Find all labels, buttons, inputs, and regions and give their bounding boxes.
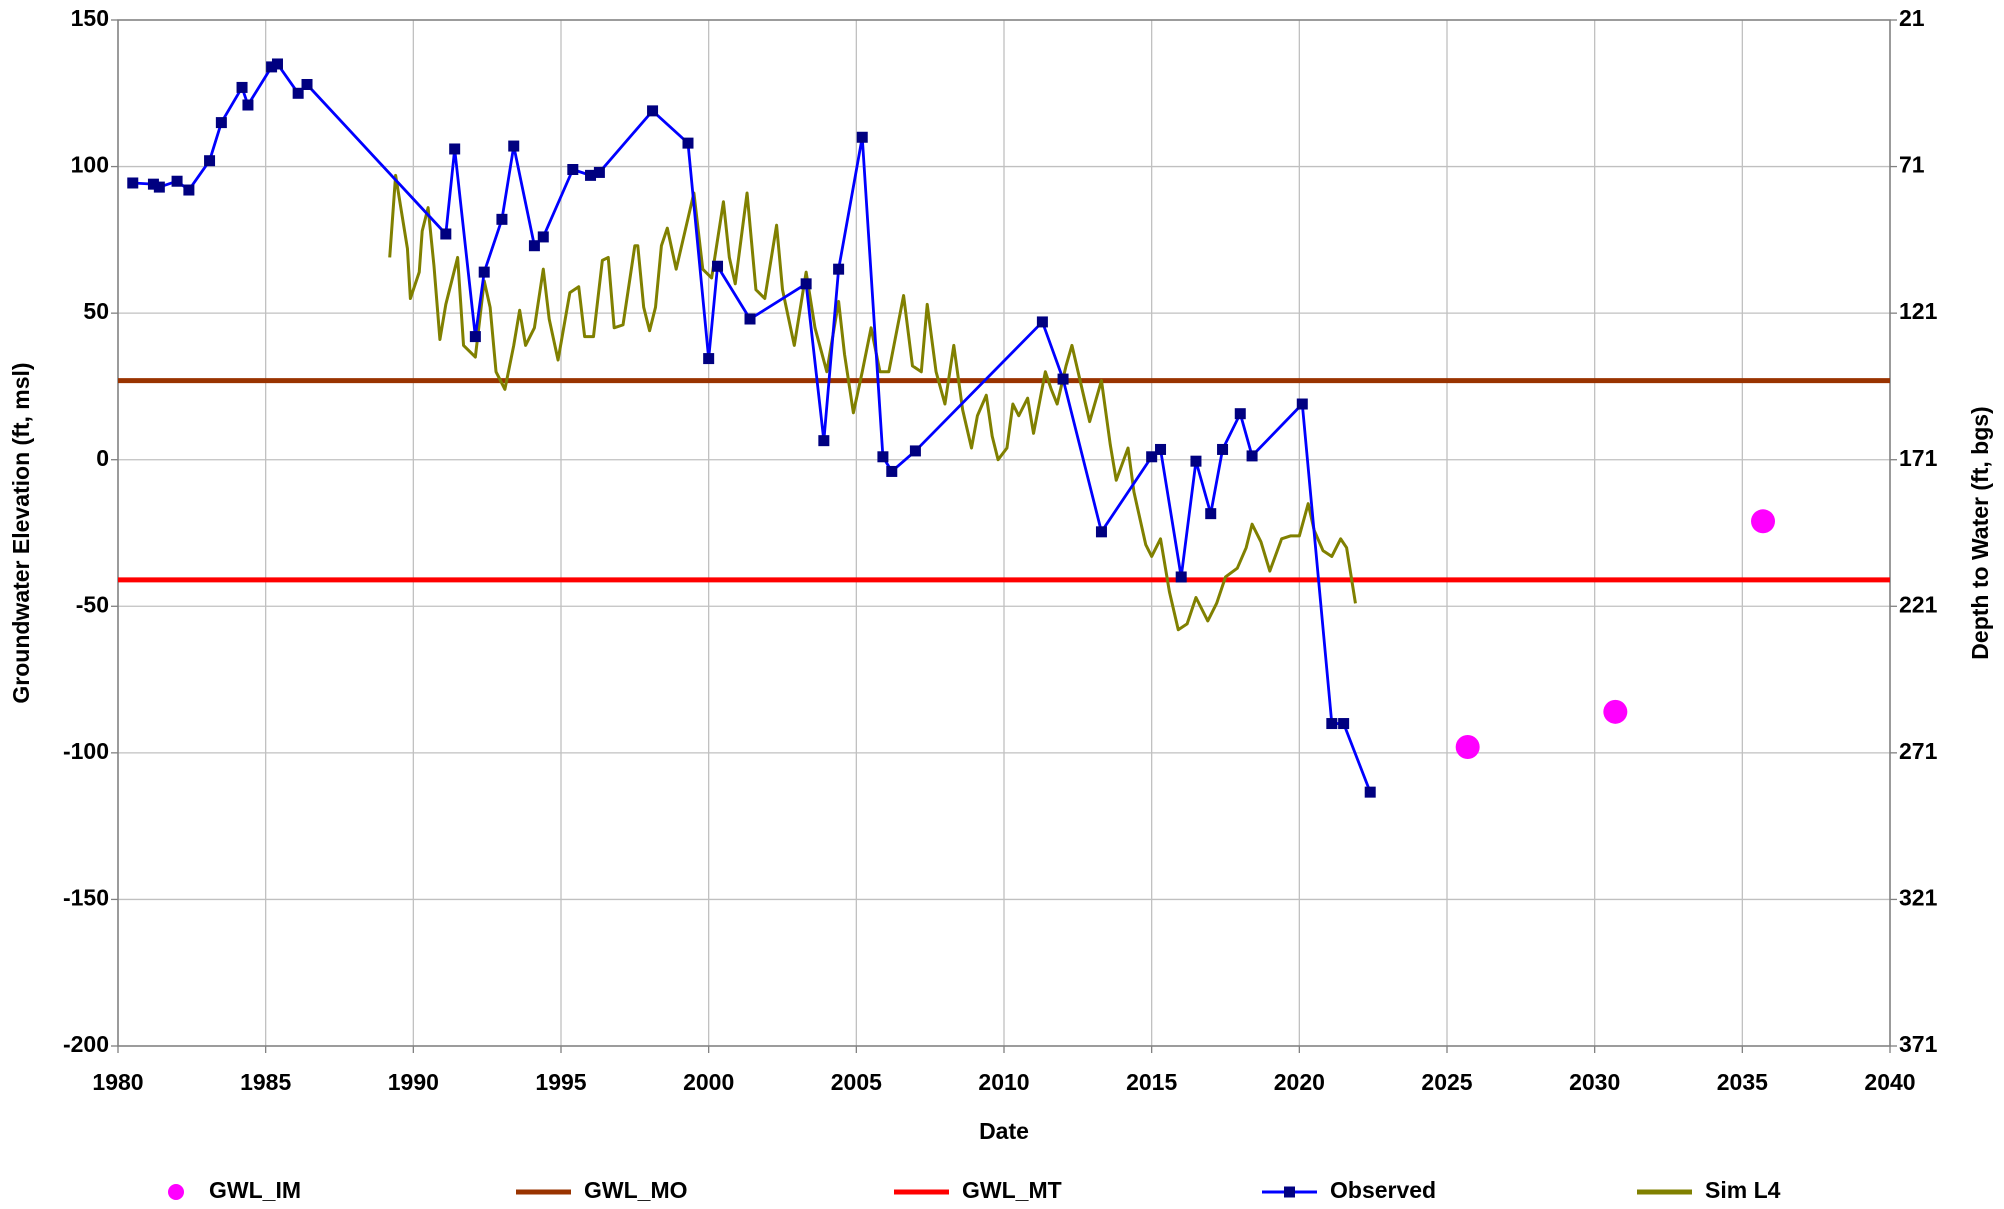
x-tick-label: 2000 bbox=[683, 1069, 734, 1095]
y2-tick-label: 221 bbox=[1899, 591, 1938, 617]
series-marker bbox=[1036, 316, 1048, 328]
y2-tick-label: 121 bbox=[1899, 298, 1938, 324]
series-marker bbox=[886, 465, 898, 477]
series-marker bbox=[1296, 398, 1308, 410]
series-marker bbox=[1217, 443, 1229, 455]
y2-axis-title: Depth to Water (ft, bgs) bbox=[1967, 406, 1993, 659]
y2-tick-label: 321 bbox=[1899, 885, 1938, 911]
series-marker bbox=[1155, 443, 1167, 455]
series-marker bbox=[496, 213, 508, 225]
legend-symbol bbox=[168, 1184, 184, 1200]
x-tick-label: 2015 bbox=[1126, 1069, 1177, 1095]
series-marker bbox=[744, 313, 756, 325]
series-marker bbox=[703, 353, 715, 365]
x-tick-label: 2020 bbox=[1274, 1069, 1325, 1095]
series-marker bbox=[1175, 571, 1187, 583]
series-marker bbox=[183, 184, 195, 196]
series-marker bbox=[292, 87, 304, 99]
series-marker bbox=[1095, 526, 1107, 538]
y-tick-label: -100 bbox=[63, 738, 109, 764]
y-tick-label: -150 bbox=[63, 885, 109, 911]
series-marker bbox=[236, 81, 248, 93]
series-marker bbox=[478, 266, 490, 278]
y-tick-label: -200 bbox=[63, 1031, 109, 1057]
legend-label: GWL_MO bbox=[584, 1177, 688, 1203]
series-marker bbox=[909, 445, 921, 457]
y-tick-label: 100 bbox=[71, 152, 109, 178]
series-marker bbox=[440, 228, 452, 240]
x-tick-label: 2010 bbox=[978, 1069, 1029, 1095]
scatter-point bbox=[1603, 699, 1628, 724]
x-tick-label: 2025 bbox=[1421, 1069, 1472, 1095]
x-tick-label: 1995 bbox=[535, 1069, 586, 1095]
series-marker bbox=[856, 131, 868, 143]
y-axis-title: Groundwater Elevation (ft, msl) bbox=[8, 362, 34, 703]
y2-tick-label: 21 bbox=[1899, 5, 1925, 31]
series-marker bbox=[1146, 451, 1158, 463]
series-marker bbox=[1326, 718, 1338, 730]
x-tick-label: 2035 bbox=[1717, 1069, 1768, 1095]
series-marker bbox=[1190, 455, 1202, 467]
x-tick-label: 2005 bbox=[831, 1069, 882, 1095]
series-marker bbox=[1246, 450, 1258, 462]
x-tick-label: 1985 bbox=[240, 1069, 291, 1095]
legend-label: GWL_MT bbox=[962, 1177, 1062, 1203]
series-marker bbox=[1057, 373, 1069, 385]
series-marker bbox=[204, 155, 216, 167]
series-marker bbox=[266, 61, 278, 73]
series-marker bbox=[449, 143, 461, 155]
series-marker bbox=[508, 140, 520, 152]
legend-label: Observed bbox=[1330, 1177, 1436, 1203]
series-line bbox=[388, 173, 1357, 632]
y2-tick-label: 271 bbox=[1899, 738, 1938, 764]
series-marker bbox=[1205, 508, 1217, 520]
series-marker bbox=[537, 231, 549, 243]
series-marker bbox=[301, 78, 313, 90]
series-marker bbox=[1364, 786, 1376, 798]
series-marker bbox=[800, 278, 812, 290]
series-marker bbox=[682, 137, 694, 149]
x-axis-title: Date bbox=[979, 1118, 1029, 1144]
series-marker bbox=[593, 166, 605, 178]
series-marker bbox=[1338, 718, 1350, 730]
series-marker bbox=[528, 240, 540, 252]
legend-marker bbox=[1284, 1186, 1295, 1198]
series-marker bbox=[469, 331, 481, 343]
series-marker bbox=[127, 177, 139, 189]
y-tick-label: -50 bbox=[76, 591, 109, 617]
series-line bbox=[132, 62, 1372, 793]
x-tick-label: 2030 bbox=[1569, 1069, 1620, 1095]
legend-label: GWL_IM bbox=[209, 1177, 301, 1203]
series-marker bbox=[833, 263, 845, 275]
series-marker bbox=[271, 58, 283, 70]
series-marker bbox=[647, 105, 659, 117]
x-tick-label: 1990 bbox=[388, 1069, 439, 1095]
x-tick-label: 2040 bbox=[1864, 1069, 1915, 1095]
y2-tick-label: 171 bbox=[1899, 445, 1938, 471]
series-marker bbox=[877, 451, 889, 463]
legend-label: Sim L4 bbox=[1705, 1177, 1781, 1203]
y-tick-label: 50 bbox=[83, 298, 109, 324]
scatter-point bbox=[1455, 734, 1480, 759]
plot-frame bbox=[117, 19, 1891, 1047]
series-marker bbox=[242, 99, 254, 111]
series-marker bbox=[818, 435, 830, 447]
series-marker bbox=[171, 175, 183, 187]
series-marker bbox=[712, 260, 724, 272]
series-marker bbox=[153, 181, 165, 193]
x-tick-label: 1980 bbox=[92, 1069, 143, 1095]
series-marker bbox=[585, 169, 597, 181]
series-marker bbox=[567, 164, 579, 176]
y2-tick-label: 71 bbox=[1899, 152, 1925, 178]
series-marker bbox=[1234, 408, 1246, 420]
y-tick-label: 150 bbox=[71, 5, 109, 31]
scatter-point bbox=[1751, 509, 1776, 534]
series-marker bbox=[147, 178, 159, 190]
y2-tick-label: 371 bbox=[1899, 1031, 1938, 1057]
y-tick-label: 0 bbox=[96, 445, 109, 471]
series-marker bbox=[215, 117, 227, 129]
